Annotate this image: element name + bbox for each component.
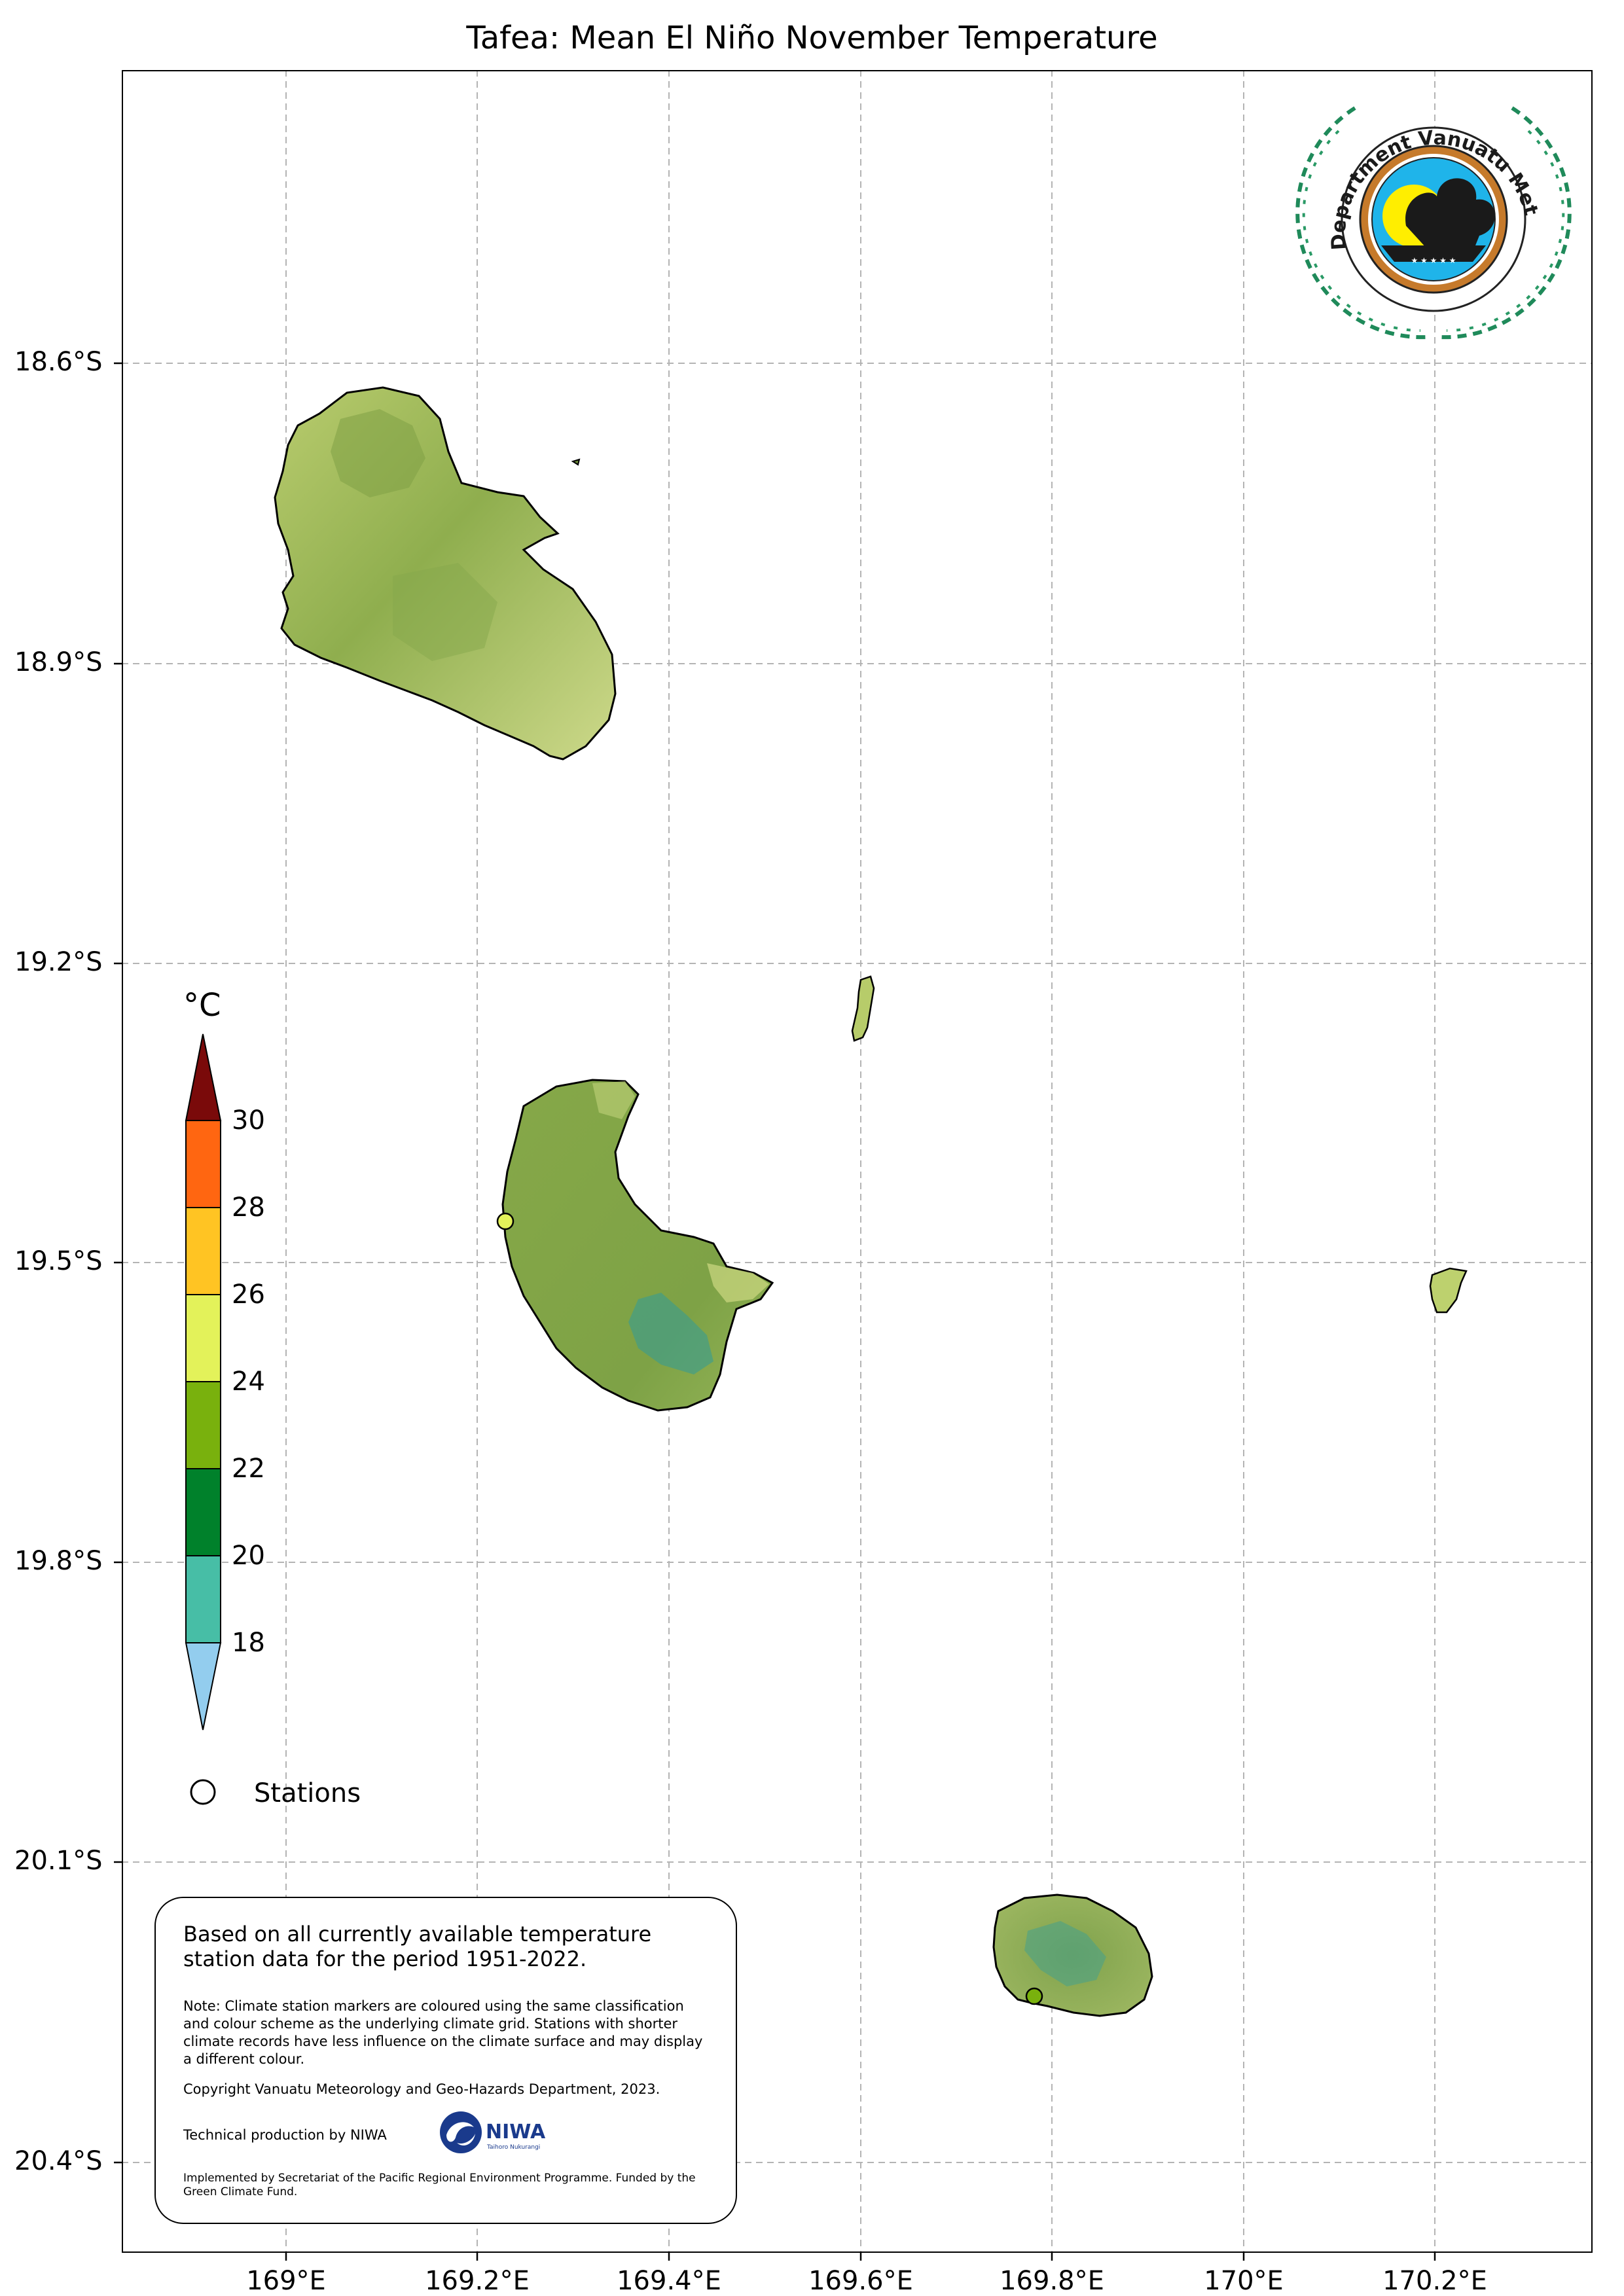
logo-stars: ★ ★ ★ ★ ★ xyxy=(1411,256,1456,265)
lat-label-20-4: 20.4°S xyxy=(14,2146,103,2176)
erromango-highlands xyxy=(331,409,425,497)
station-aneityum xyxy=(1025,1987,1043,2005)
map-title: Tafea: Mean El Niño November Temperature xyxy=(466,20,1158,56)
colorbar-tick-18: 18 xyxy=(232,1628,265,1658)
vmgd-logo: ★ ★ ★ ★ ★ xyxy=(1295,106,1572,340)
lat-label-18-9: 18.9°S xyxy=(14,647,103,677)
info-implemented: Implemented by Secretariat of the Pacifi… xyxy=(183,2172,696,2198)
info-note-text: Note: Climate station markers are colour… xyxy=(183,1998,703,2067)
island-futuna xyxy=(1429,1267,1468,1314)
lon-label-169-8: 169.8°E xyxy=(1000,2266,1104,2296)
lat-label-19-2: 19.2°S xyxy=(14,947,103,977)
colorbar xyxy=(185,1033,222,1731)
info-main-text: Based on all currently available tempera… xyxy=(183,1922,652,1971)
cloud-icon xyxy=(1405,178,1495,252)
stations-legend-label: Stations xyxy=(254,1778,361,1808)
niwa-logo-subtext: Taihoro Nukurangi xyxy=(487,2144,541,2151)
lat-label-20-1: 20.1°S xyxy=(14,1846,103,1876)
info-copyright: Copyright Vanuatu Meteorology and Geo-Ha… xyxy=(183,2081,660,2097)
tanna-volcano-slopes xyxy=(628,1293,713,1374)
vmgd-logo-text: Department Vanuatu Meteorology and Geo-H… xyxy=(0,0,1542,251)
colorbar-bin-26-28 xyxy=(185,1207,221,1295)
lon-label-169-6: 169.6°E xyxy=(808,2266,913,2296)
info-technical: Technical production by NIWA xyxy=(183,2127,387,2143)
laurel-wreath-inner xyxy=(1302,130,1565,332)
lon-label-169-4: 169.4°E xyxy=(617,2266,721,2296)
erromango-islet xyxy=(571,458,581,466)
tanna-coastal-warm xyxy=(707,1263,769,1302)
lon-label-169-2: 169.2°E xyxy=(425,2266,530,2296)
colorbar-tick-26: 26 xyxy=(232,1280,265,1310)
colorbar-bin-20-22 xyxy=(185,1468,221,1556)
niwa-logo-text: NIWA xyxy=(486,2121,546,2144)
lat-label-18-6: 18.6°S xyxy=(14,347,103,377)
colorbar-tick-30: 30 xyxy=(232,1105,265,1136)
aneityum-highlands xyxy=(1024,1921,1106,1986)
lat-label-19-5: 19.5°S xyxy=(14,1246,103,1276)
island-aniwa xyxy=(851,975,875,1042)
lon-label-170: 170°E xyxy=(1204,2266,1284,2296)
station-tanna xyxy=(496,1212,514,1230)
erromango-uplands xyxy=(393,563,497,661)
lon-label-170-2: 170.2°E xyxy=(1382,2266,1487,2296)
niwa-logo-icon xyxy=(440,2111,482,2153)
colorbar-bin-18-20 xyxy=(185,1555,221,1643)
tick-marks xyxy=(114,362,1436,2261)
laurel-wreath xyxy=(1295,106,1572,340)
colorbar-bin-22-24 xyxy=(185,1381,221,1469)
colorbar-tick-20: 20 xyxy=(232,1541,265,1571)
colorbar-tick-28: 28 xyxy=(232,1193,265,1223)
colorbar-bin-24-26 xyxy=(185,1294,221,1382)
info-box: Based on all currently available tempera… xyxy=(154,1897,737,2224)
lat-label-19-8: 19.8°S xyxy=(14,1546,103,1576)
colorbar-unit: °C xyxy=(183,987,221,1024)
stations-legend-marker xyxy=(190,1779,216,1805)
colorbar-bin-28-30 xyxy=(185,1120,221,1208)
tanna-north-warm xyxy=(592,1081,635,1119)
map-frame xyxy=(122,70,1593,2253)
lon-label-169: 169°E xyxy=(246,2266,326,2296)
colorbar-tick-24: 24 xyxy=(232,1367,265,1397)
colorbar-tick-22: 22 xyxy=(232,1454,265,1484)
colorbar-bin-below-18 xyxy=(185,1642,222,1731)
island-tanna xyxy=(501,1079,774,1412)
